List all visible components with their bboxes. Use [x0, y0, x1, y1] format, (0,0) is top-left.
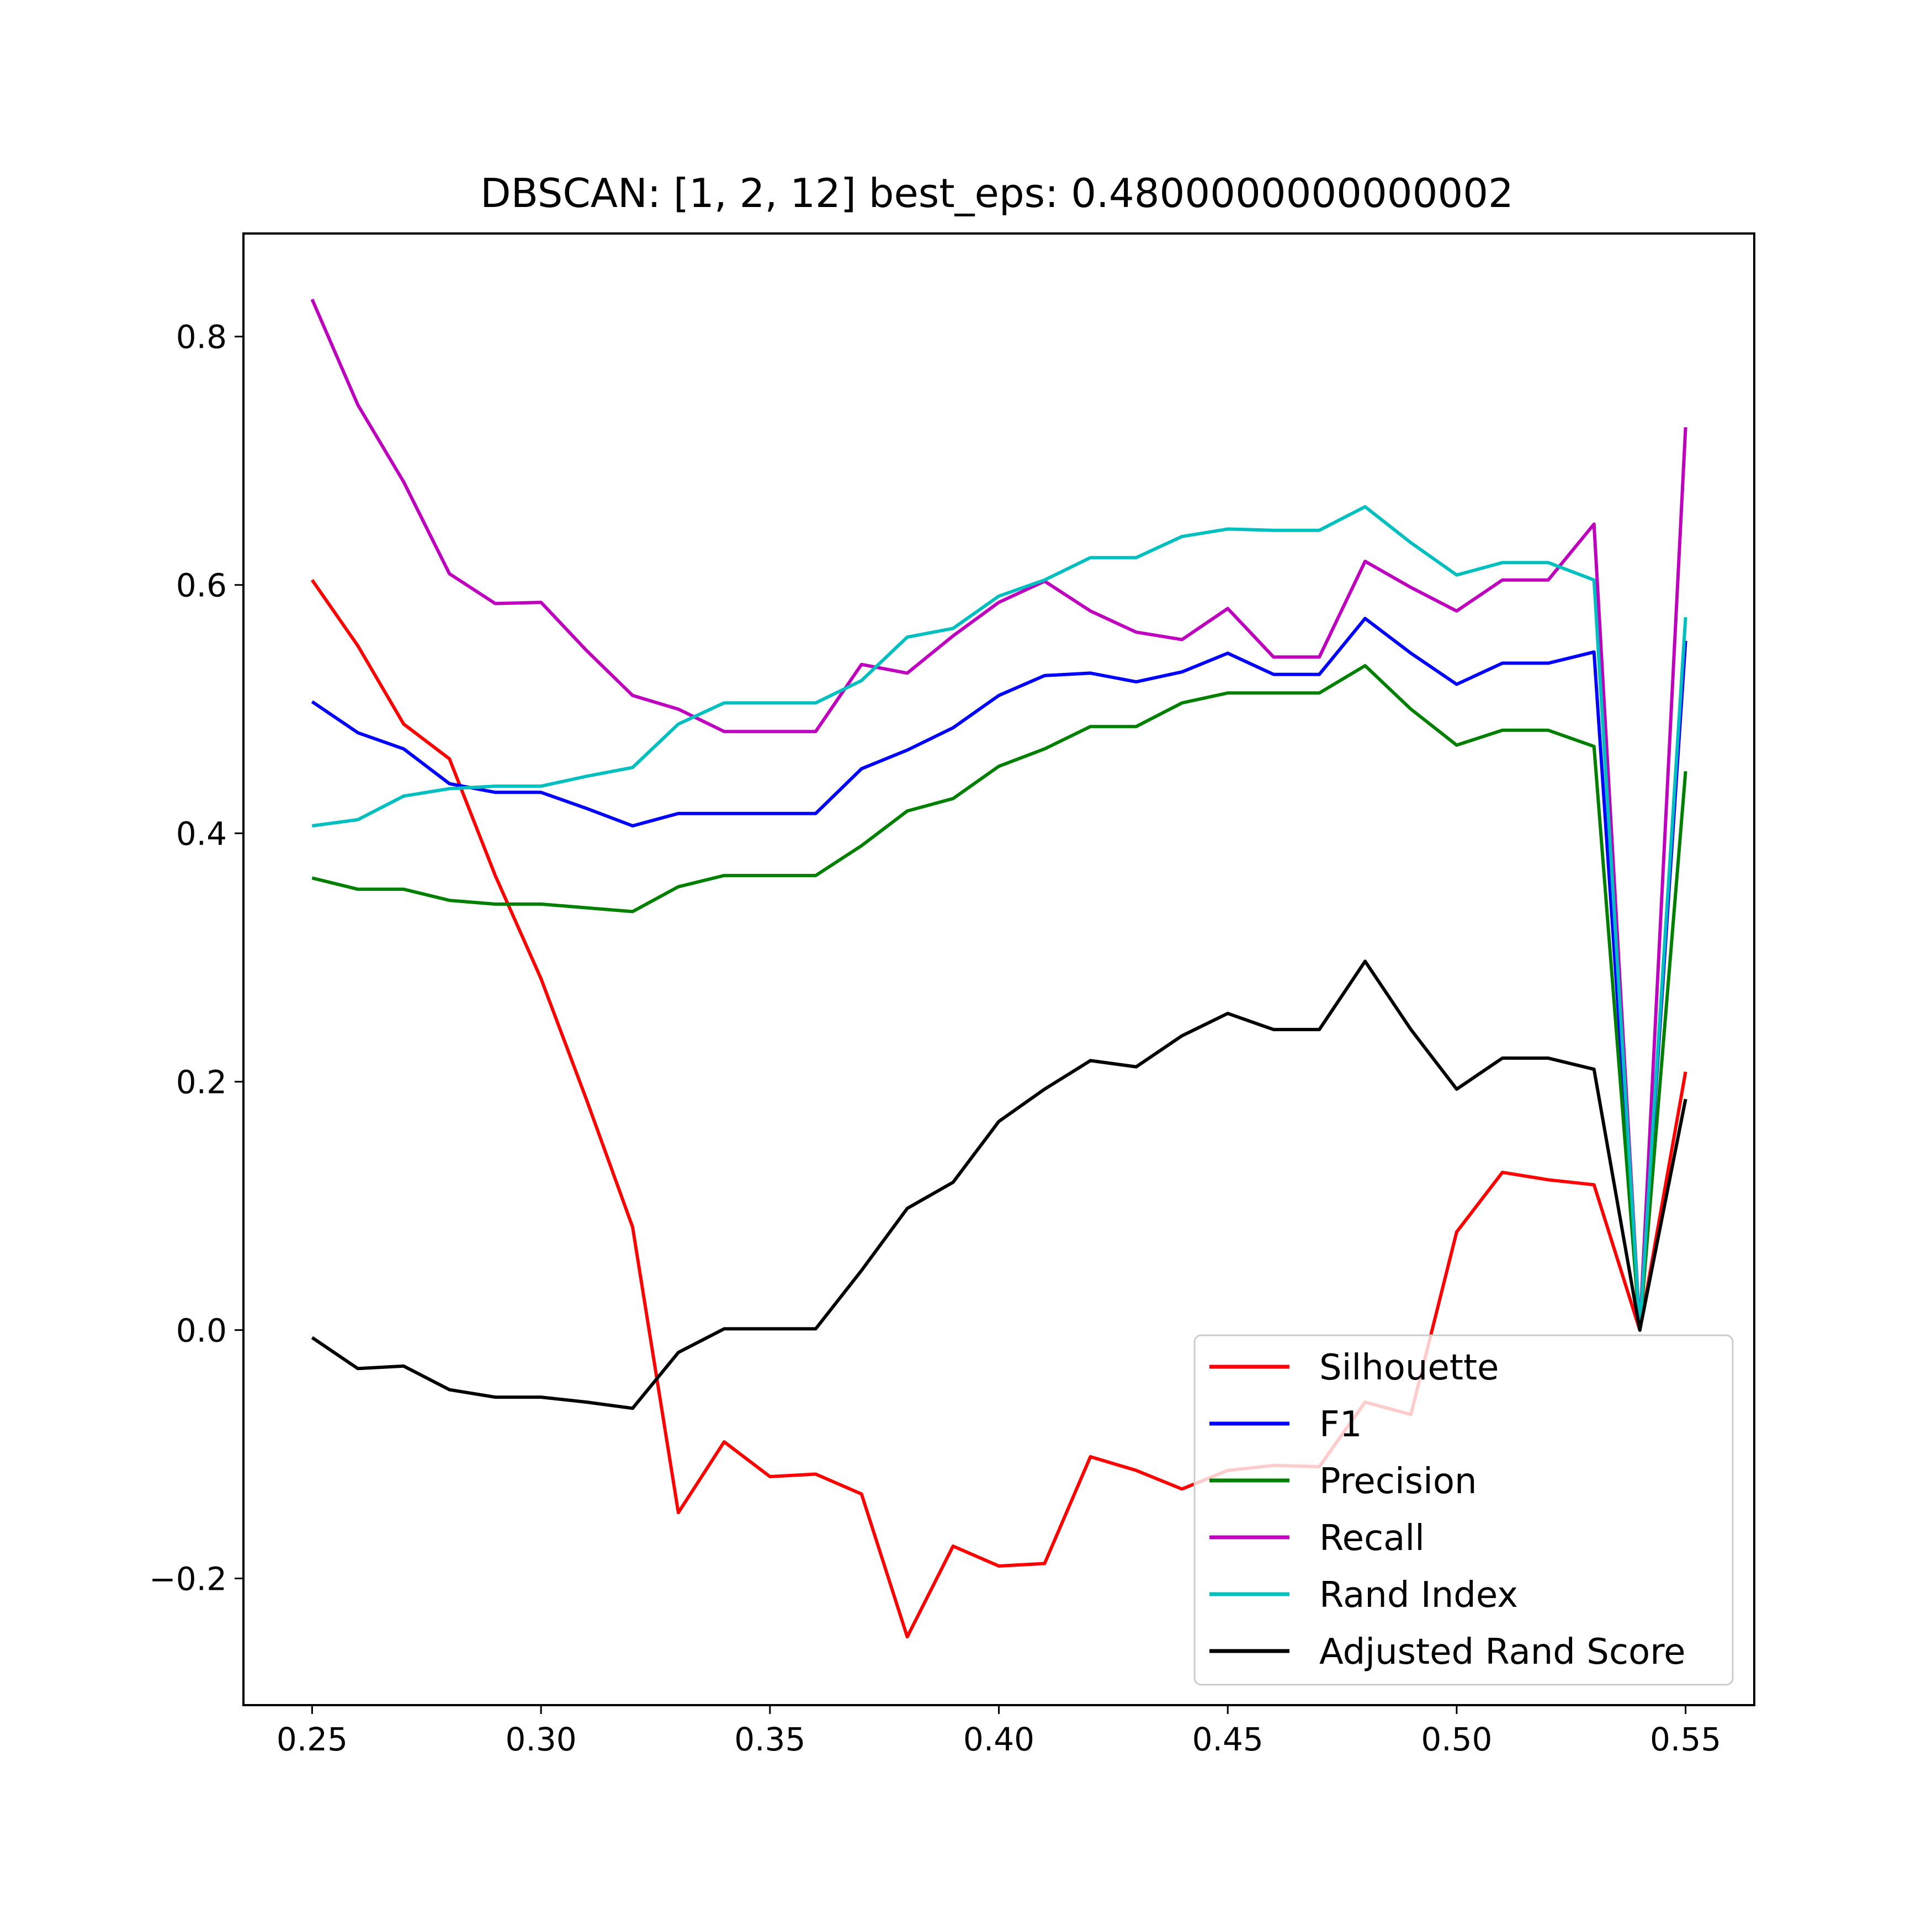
legend-label-rand-index: Rand Index — [1319, 1575, 1518, 1616]
y-axis-ticks: −0.2 0.0 0.2 0.4 0.6 0.8 — [149, 319, 243, 1598]
x-tick-label: 0.55 — [1650, 1721, 1721, 1758]
legend-label-recall: Recall — [1319, 1518, 1425, 1559]
legend-label-silhouette: Silhouette — [1319, 1347, 1499, 1388]
y-tick-label: 0.6 — [176, 567, 227, 604]
series-line-silhouette — [310, 578, 1687, 1639]
x-tick-label: 0.25 — [277, 1721, 348, 1758]
series-line-adjusted-rand-score — [311, 959, 1687, 1410]
legend-label-precision: Precision — [1319, 1461, 1477, 1502]
series-line-precision — [311, 664, 1687, 1332]
chart-title: DBSCAN: [1, 2, 12] best_eps: 0.480000000… — [480, 170, 1514, 216]
y-tick-label: −0.2 — [149, 1561, 227, 1598]
legend: Silhouette F1 Precision Recall Rand Index Adj… — [1193, 1334, 1734, 1686]
x-tick-label: 0.30 — [506, 1721, 577, 1758]
x-axis-ticks: 0.25 0.30 0.35 0.40 0.45 0.50 0.55 — [277, 1705, 1721, 1758]
series-line-f1 — [311, 617, 1687, 1332]
x-tick-label: 0.50 — [1421, 1721, 1492, 1758]
y-tick-label: 0.8 — [176, 319, 227, 356]
y-tick-label: 0.0 — [176, 1312, 227, 1350]
y-tick-label: 0.4 — [176, 815, 227, 853]
x-tick-label: 0.45 — [1192, 1721, 1264, 1758]
x-tick-label: 0.35 — [734, 1721, 805, 1758]
plot-lines — [310, 299, 1687, 1639]
legend-frame — [1193, 1334, 1734, 1686]
series-line-recall — [310, 299, 1687, 1332]
y-tick-label: 0.2 — [176, 1064, 227, 1101]
legend-label-f1: F1 — [1319, 1404, 1362, 1445]
x-tick-label: 0.40 — [963, 1721, 1034, 1758]
plot-area-frame — [242, 232, 1755, 1706]
series-line-rand-index — [311, 505, 1687, 1332]
legend-label-adjusted-rand-score: Adjusted Rand Score — [1319, 1632, 1685, 1673]
